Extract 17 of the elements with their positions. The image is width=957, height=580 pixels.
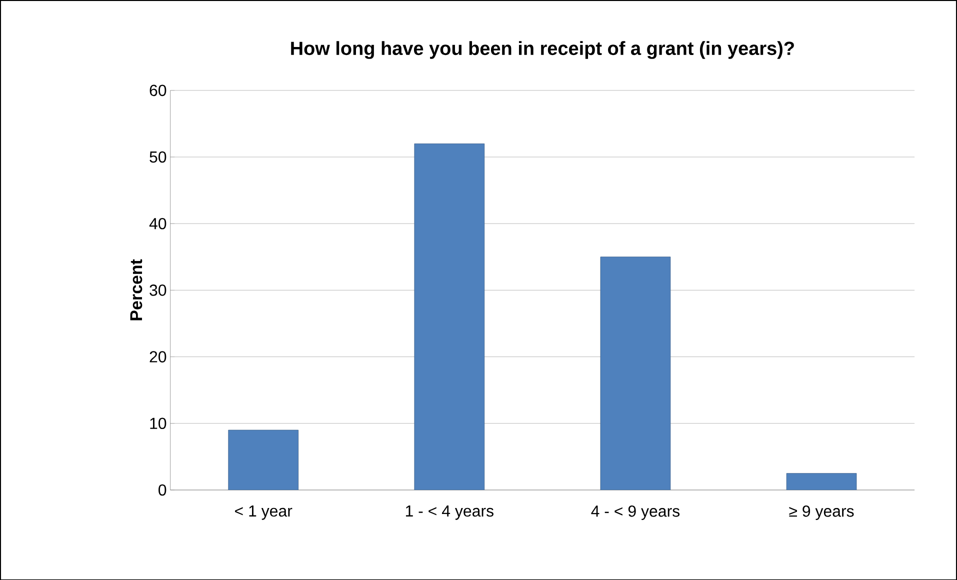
x-tick-label: ≥ 9 years <box>789 505 854 520</box>
y-tick-label: 20 <box>150 350 166 362</box>
y-tick-label: 50 <box>150 151 166 162</box>
bar <box>600 256 671 490</box>
bar <box>414 143 485 490</box>
chart-title: How long have you been in receipt of a grant (in years)? <box>291 40 794 59</box>
x-tick-label: 1 - < 4 years <box>406 505 494 520</box>
y-axis-title: Percent <box>130 259 142 320</box>
bar <box>228 430 299 490</box>
bar <box>786 472 857 490</box>
y-tick-label: 0 <box>158 484 166 496</box>
y-tick-label: 30 <box>150 284 166 296</box>
y-tick-label: 40 <box>149 218 166 230</box>
y-tick-label: 60 <box>150 84 166 96</box>
x-tick-label: 4 - < 9 years <box>591 505 680 520</box>
x-tick-label: < 1 year <box>235 505 292 520</box>
y-tick-label: 10 <box>150 418 166 429</box>
